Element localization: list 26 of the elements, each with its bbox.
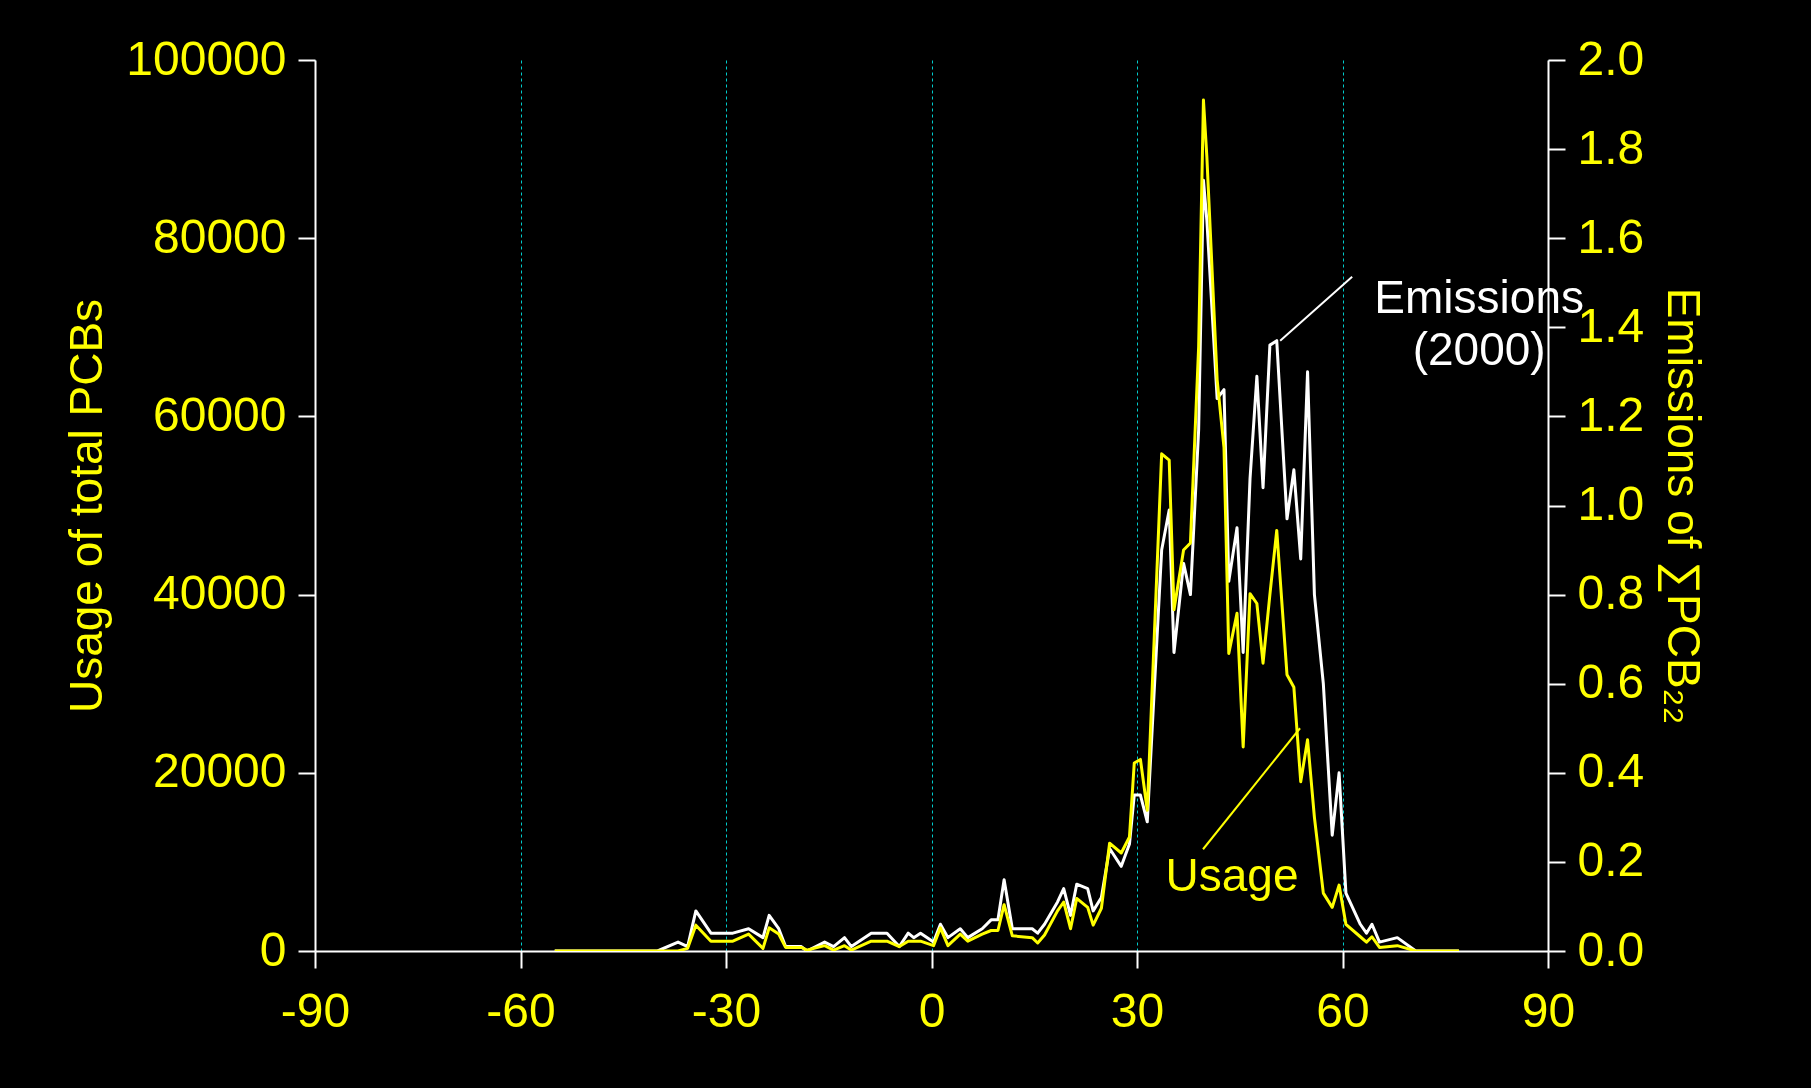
y-tick-label: 0: [259, 922, 287, 976]
y2-tick-label: 1.0: [1577, 477, 1645, 530]
y2-axis-title: Emissions of ∑PCB₂₂: [1658, 287, 1711, 725]
y-tick-label: 40000: [153, 566, 287, 620]
y-axis-title: Usage of total PCBs: [60, 298, 113, 714]
x-tick-label: 0: [918, 983, 946, 1037]
x-tick-label: -60: [486, 983, 556, 1037]
y-tick-label: 100000: [126, 31, 287, 85]
y2-tick-label: 1.2: [1577, 387, 1645, 441]
x-tick-label: -30: [691, 983, 762, 1037]
x-tick-label: 60: [1316, 983, 1370, 1037]
y-tick-label: 20000: [153, 744, 287, 798]
y2-tick-label: 1.8: [1577, 120, 1645, 174]
x-tick-label: -90: [280, 983, 351, 1037]
y2-tick-label: 0.8: [1577, 566, 1645, 620]
annotation: Usage: [1165, 849, 1299, 902]
x-tick-label: 30: [1110, 983, 1165, 1037]
y2-tick-label: 0.4: [1577, 744, 1645, 798]
y2-tick-label: 0.0: [1577, 922, 1645, 976]
y-tick-label: 80000: [153, 209, 287, 263]
y-tick-label: 60000: [153, 387, 287, 441]
y2-tick-label: 0.2: [1577, 833, 1645, 887]
y2-tick-label: 2.0: [1577, 31, 1645, 85]
y2-tick-label: 0.6: [1577, 655, 1645, 709]
y2-tick-label: 1.6: [1577, 209, 1645, 263]
x-tick-label: 90: [1521, 983, 1576, 1037]
